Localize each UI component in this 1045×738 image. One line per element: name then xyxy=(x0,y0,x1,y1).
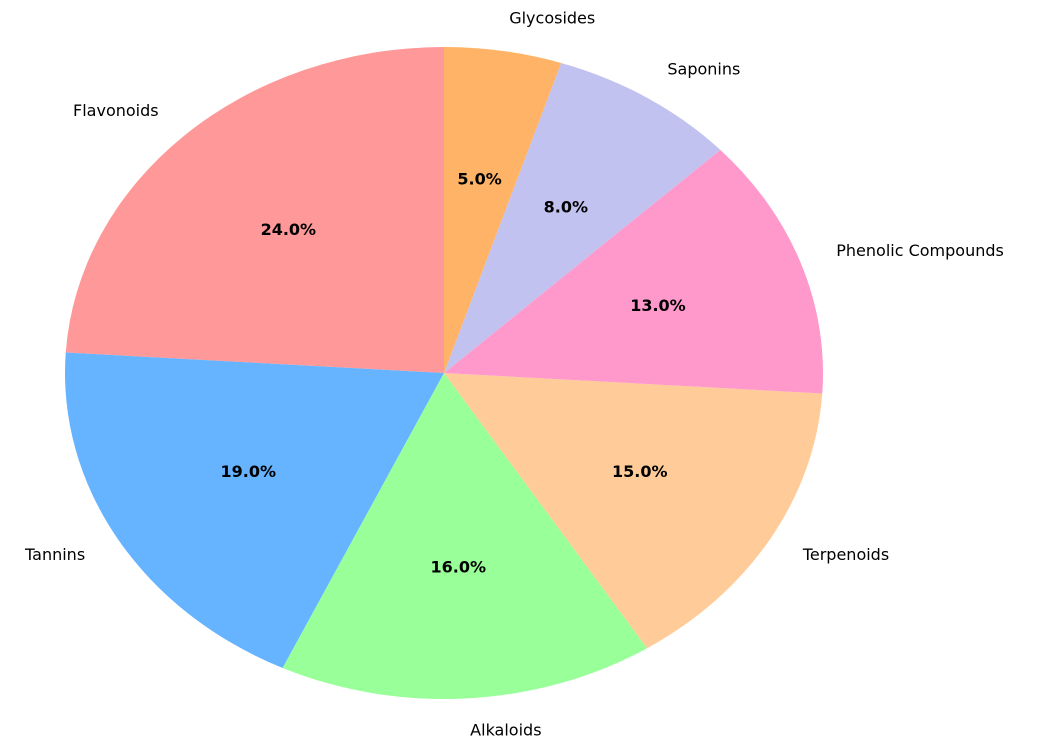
percent-label: 24.0% xyxy=(261,220,317,239)
percent-label: 19.0% xyxy=(221,462,277,481)
pie-slice xyxy=(444,149,823,394)
percent-label: 5.0% xyxy=(457,169,501,188)
pie-slice xyxy=(65,47,445,373)
pie-slice xyxy=(444,62,721,374)
percent-label: 16.0% xyxy=(431,558,487,577)
slice-label: Phenolic Compounds xyxy=(836,241,1004,260)
pie-slice xyxy=(282,373,648,700)
percent-label: 13.0% xyxy=(630,296,686,315)
pie-slice xyxy=(444,47,562,373)
slice-label: Tannins xyxy=(24,545,85,564)
slice-label: Flavonoids xyxy=(73,101,159,120)
slice-label: Terpenoids xyxy=(802,545,889,564)
slice-label: Saponins xyxy=(667,60,740,79)
slice-label: Alkaloids xyxy=(470,720,541,738)
pie-slice xyxy=(65,352,444,668)
percent-label: 15.0% xyxy=(612,462,668,481)
pie-slice xyxy=(444,373,823,649)
percent-label: 8.0% xyxy=(544,197,588,216)
slice-label: Glycosides xyxy=(509,8,595,27)
